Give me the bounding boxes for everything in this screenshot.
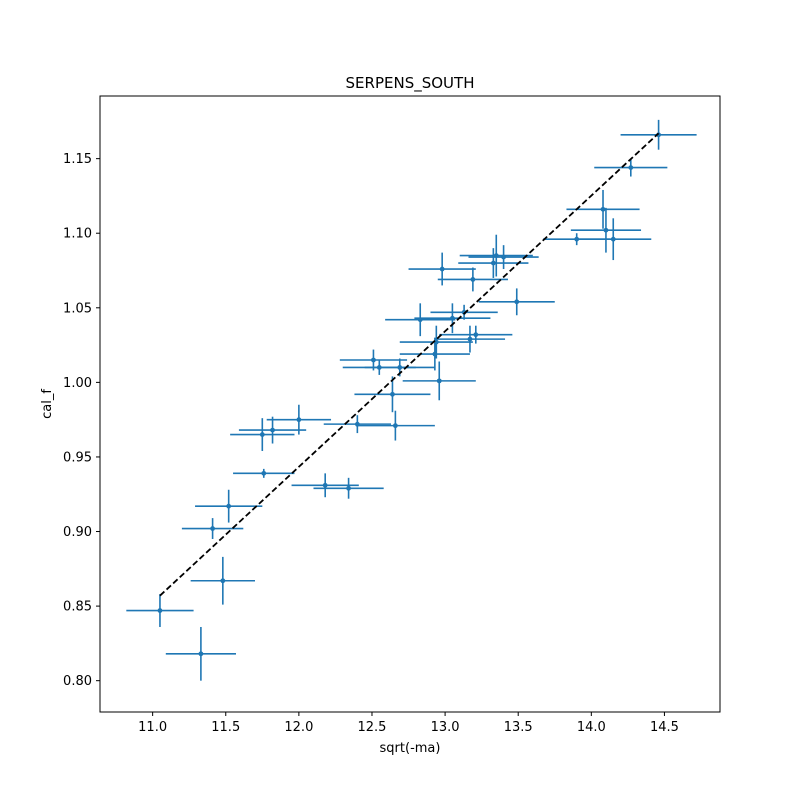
y-tick-label: 0.80 xyxy=(63,674,92,689)
y-tick-label: 1.05 xyxy=(63,301,92,316)
data-point xyxy=(437,267,508,292)
data-point xyxy=(190,556,255,605)
y-axis: 0.80 0.85 0.90 0.95 1.00 1.05 1.10 1.15 xyxy=(63,152,100,689)
data-point xyxy=(439,325,513,344)
y-tick-label: 1.00 xyxy=(63,376,92,391)
data-point xyxy=(126,594,194,627)
x-axis-label: sqrt(-ma) xyxy=(380,741,441,756)
data-point xyxy=(238,416,307,444)
y-axis-label: cal_f xyxy=(40,389,55,419)
data-point xyxy=(434,325,506,353)
point-marker xyxy=(322,482,328,488)
point-marker xyxy=(392,423,398,429)
data-point xyxy=(195,489,263,523)
point-marker xyxy=(490,260,496,266)
point-marker xyxy=(501,254,506,260)
data-point xyxy=(458,248,529,278)
point-marker xyxy=(210,526,215,531)
data-point xyxy=(233,468,295,478)
chart-title: SERPENS_SOUTH xyxy=(346,74,475,93)
point-marker xyxy=(514,299,520,305)
point-marker xyxy=(198,651,204,657)
data-point xyxy=(402,361,476,401)
point-marker xyxy=(397,365,403,370)
y-tick-label: 1.15 xyxy=(63,152,92,167)
point-marker xyxy=(470,277,476,282)
point-marker xyxy=(270,427,275,433)
x-tick-label: 12.0 xyxy=(284,720,313,735)
point-marker xyxy=(296,417,302,423)
point-marker xyxy=(473,332,479,338)
data-layer xyxy=(126,119,697,681)
point-marker xyxy=(261,470,267,476)
data-point xyxy=(385,303,456,337)
point-marker xyxy=(436,378,442,384)
data-point xyxy=(355,410,435,441)
data-point xyxy=(468,245,539,270)
y-tick-label: 0.85 xyxy=(63,600,92,615)
point-marker xyxy=(220,578,226,584)
x-tick-label: 13.0 xyxy=(431,720,460,735)
point-marker xyxy=(439,266,445,272)
point-marker xyxy=(417,317,423,323)
plot-area xyxy=(100,96,720,712)
data-point xyxy=(543,233,611,246)
data-point xyxy=(478,288,555,316)
point-marker xyxy=(628,165,634,170)
x-tick-label: 14.5 xyxy=(650,720,679,735)
point-marker xyxy=(610,236,616,242)
data-point xyxy=(291,473,359,498)
data-point xyxy=(594,158,668,177)
data-point xyxy=(313,477,384,499)
point-marker xyxy=(259,432,265,437)
point-marker xyxy=(390,391,395,397)
point-marker xyxy=(600,206,606,212)
y-tick-label: 1.10 xyxy=(63,227,92,242)
data-point xyxy=(230,418,295,451)
data-point xyxy=(566,189,640,229)
point-marker xyxy=(603,227,609,233)
x-axis: 11.0 11.5 12.0 12.5 13.0 13.5 14.0 14.5 xyxy=(138,712,679,735)
x-tick-label: 13.5 xyxy=(504,720,533,735)
data-point xyxy=(399,337,470,371)
x-tick-label: 14.0 xyxy=(577,720,606,735)
plot-frame xyxy=(99,95,721,713)
x-tick-label: 12.5 xyxy=(358,720,387,735)
y-tick-label: 0.90 xyxy=(63,525,92,540)
fit-line xyxy=(159,132,660,597)
point-marker xyxy=(432,351,438,357)
data-point xyxy=(165,626,236,681)
x-tick-label: 11.5 xyxy=(211,720,240,735)
point-marker xyxy=(467,336,473,342)
y-tick-label: 0.95 xyxy=(63,450,92,465)
data-point xyxy=(570,207,642,253)
x-tick-label: 11.0 xyxy=(138,720,167,735)
point-marker xyxy=(157,608,163,613)
data-point xyxy=(354,376,431,413)
point-marker xyxy=(346,485,351,491)
point-marker xyxy=(226,503,232,509)
point-marker xyxy=(574,236,580,242)
point-marker xyxy=(371,357,376,363)
